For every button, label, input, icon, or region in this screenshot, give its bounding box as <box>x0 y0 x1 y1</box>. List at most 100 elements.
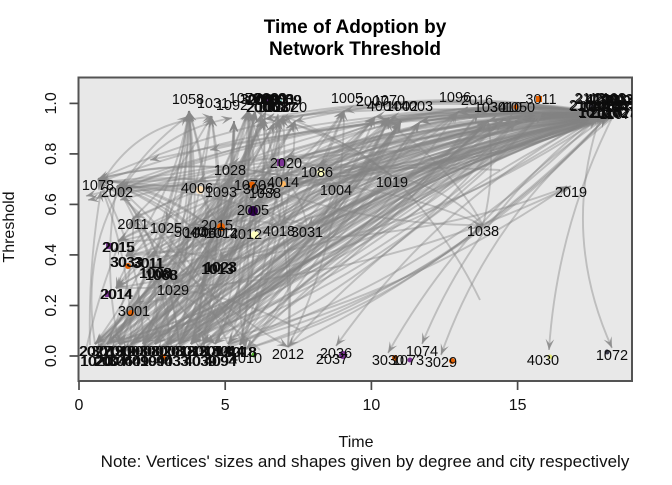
svg-text:1097: 1097 <box>580 99 612 115</box>
svg-text:3003: 3003 <box>116 344 148 360</box>
svg-text:10: 10 <box>363 397 381 414</box>
svg-text:4014: 4014 <box>267 175 299 191</box>
svg-text:2103: 2103 <box>594 91 626 107</box>
svg-text:5: 5 <box>221 397 230 414</box>
svg-text:1002: 1002 <box>386 99 418 115</box>
svg-text:2015: 2015 <box>103 240 135 256</box>
svg-text:1072: 1072 <box>596 348 628 364</box>
svg-text:1046: 1046 <box>184 226 216 242</box>
svg-text:3064: 3064 <box>109 354 141 370</box>
svg-text:1008: 1008 <box>139 266 171 282</box>
svg-text:3012: 3012 <box>175 344 207 360</box>
svg-text:3109: 3109 <box>606 93 638 109</box>
svg-text:1005: 1005 <box>331 91 363 107</box>
svg-text:2012: 2012 <box>272 347 304 363</box>
svg-text:1.0: 1.0 <box>43 92 60 114</box>
svg-text:2000: 2000 <box>248 93 280 109</box>
svg-text:1092: 1092 <box>216 98 248 114</box>
svg-text:1028: 1028 <box>214 163 246 179</box>
svg-text:2015: 2015 <box>201 218 233 234</box>
svg-text:1025: 1025 <box>150 221 182 237</box>
svg-text:2011: 2011 <box>117 217 148 233</box>
svg-text:2014: 2014 <box>101 287 133 303</box>
svg-text:4109: 4109 <box>586 93 618 109</box>
svg-text:1086: 1086 <box>301 165 333 181</box>
svg-text:1038: 1038 <box>467 224 499 240</box>
svg-text:3033: 3033 <box>111 255 143 271</box>
svg-text:Time of Adoption by: Time of Adoption by <box>264 17 447 38</box>
svg-text:4039: 4039 <box>185 354 217 370</box>
svg-text:1023: 1023 <box>205 260 237 276</box>
svg-text:1020: 1020 <box>81 354 113 370</box>
svg-text:4094: 4094 <box>204 354 236 370</box>
svg-text:Network Threshold: Network Threshold <box>269 39 441 60</box>
svg-text:1047: 1047 <box>604 99 636 115</box>
svg-text:2018: 2018 <box>164 344 196 360</box>
svg-text:3000: 3000 <box>240 92 272 108</box>
svg-text:1029: 1029 <box>157 283 189 299</box>
svg-text:3019: 3019 <box>91 344 123 360</box>
svg-text:2006: 2006 <box>247 100 279 116</box>
svg-text:2104: 2104 <box>570 99 602 115</box>
svg-text:1073: 1073 <box>392 353 424 369</box>
svg-text:1017: 1017 <box>579 106 611 122</box>
svg-text:1019: 1019 <box>376 175 408 191</box>
svg-text:2104: 2104 <box>569 98 601 114</box>
svg-text:1013: 1013 <box>202 262 234 278</box>
svg-text:4014: 4014 <box>213 344 245 360</box>
svg-text:2113: 2113 <box>574 91 605 107</box>
svg-text:3011: 3011 <box>525 92 556 108</box>
svg-text:2008: 2008 <box>127 344 159 360</box>
svg-text:1047: 1047 <box>605 100 637 116</box>
svg-text:3109: 3109 <box>607 94 639 110</box>
svg-text:1107: 1107 <box>598 106 629 122</box>
svg-text:3011: 3011 <box>132 256 163 272</box>
svg-text:1058: 1058 <box>172 92 204 108</box>
svg-text:Note: Vertices' sizes and shap: Note: Vertices' sizes and shapes given b… <box>101 452 630 471</box>
svg-text:2018: 2018 <box>163 344 195 360</box>
svg-text:1094: 1094 <box>141 354 173 370</box>
svg-text:2017: 2017 <box>589 105 621 121</box>
svg-text:2009: 2009 <box>254 91 286 107</box>
svg-text:3018: 3018 <box>225 345 257 361</box>
svg-text:0.6: 0.6 <box>43 193 60 215</box>
svg-text:4010: 4010 <box>230 351 262 367</box>
svg-text:2003: 2003 <box>261 92 293 108</box>
svg-text:2014: 2014 <box>100 287 132 303</box>
svg-text:1107: 1107 <box>599 107 630 123</box>
svg-text:4040: 4040 <box>193 225 225 241</box>
svg-text:4099: 4099 <box>124 354 156 370</box>
svg-text:3010: 3010 <box>490 100 522 116</box>
svg-text:2006: 2006 <box>246 100 278 116</box>
svg-text:1034: 1034 <box>474 100 506 116</box>
svg-text:2009: 2009 <box>255 91 287 107</box>
svg-text:1087: 1087 <box>591 99 623 115</box>
svg-text:3002: 3002 <box>140 344 172 360</box>
svg-text:2008: 2008 <box>128 344 160 360</box>
svg-text:1023: 1023 <box>204 260 236 276</box>
svg-text:1070: 1070 <box>234 178 266 194</box>
svg-text:1031: 1031 <box>197 96 229 112</box>
svg-text:1027: 1027 <box>604 105 636 121</box>
svg-text:2004: 2004 <box>95 354 127 370</box>
svg-text:1070: 1070 <box>373 93 405 109</box>
svg-text:1027: 1027 <box>605 106 637 122</box>
svg-text:4003: 4003 <box>401 99 433 115</box>
svg-text:1087: 1087 <box>265 100 297 116</box>
svg-text:4007: 4007 <box>599 100 631 116</box>
svg-text:2019: 2019 <box>555 185 587 201</box>
svg-text:3064: 3064 <box>108 354 140 370</box>
svg-text:1074: 1074 <box>406 344 438 360</box>
svg-text:3030: 3030 <box>372 353 404 369</box>
svg-text:4030: 4030 <box>527 353 559 369</box>
svg-text:2036: 2036 <box>320 346 352 362</box>
svg-text:3009: 3009 <box>270 93 302 109</box>
svg-text:3000: 3000 <box>241 92 273 108</box>
svg-text:3008: 3008 <box>151 344 183 360</box>
svg-text:2113: 2113 <box>575 92 606 108</box>
svg-text:1087: 1087 <box>264 100 296 116</box>
svg-text:1094: 1094 <box>140 354 172 370</box>
svg-text:1004: 1004 <box>320 183 352 199</box>
svg-text:1007: 1007 <box>257 100 289 116</box>
svg-text:3018: 3018 <box>224 345 256 361</box>
